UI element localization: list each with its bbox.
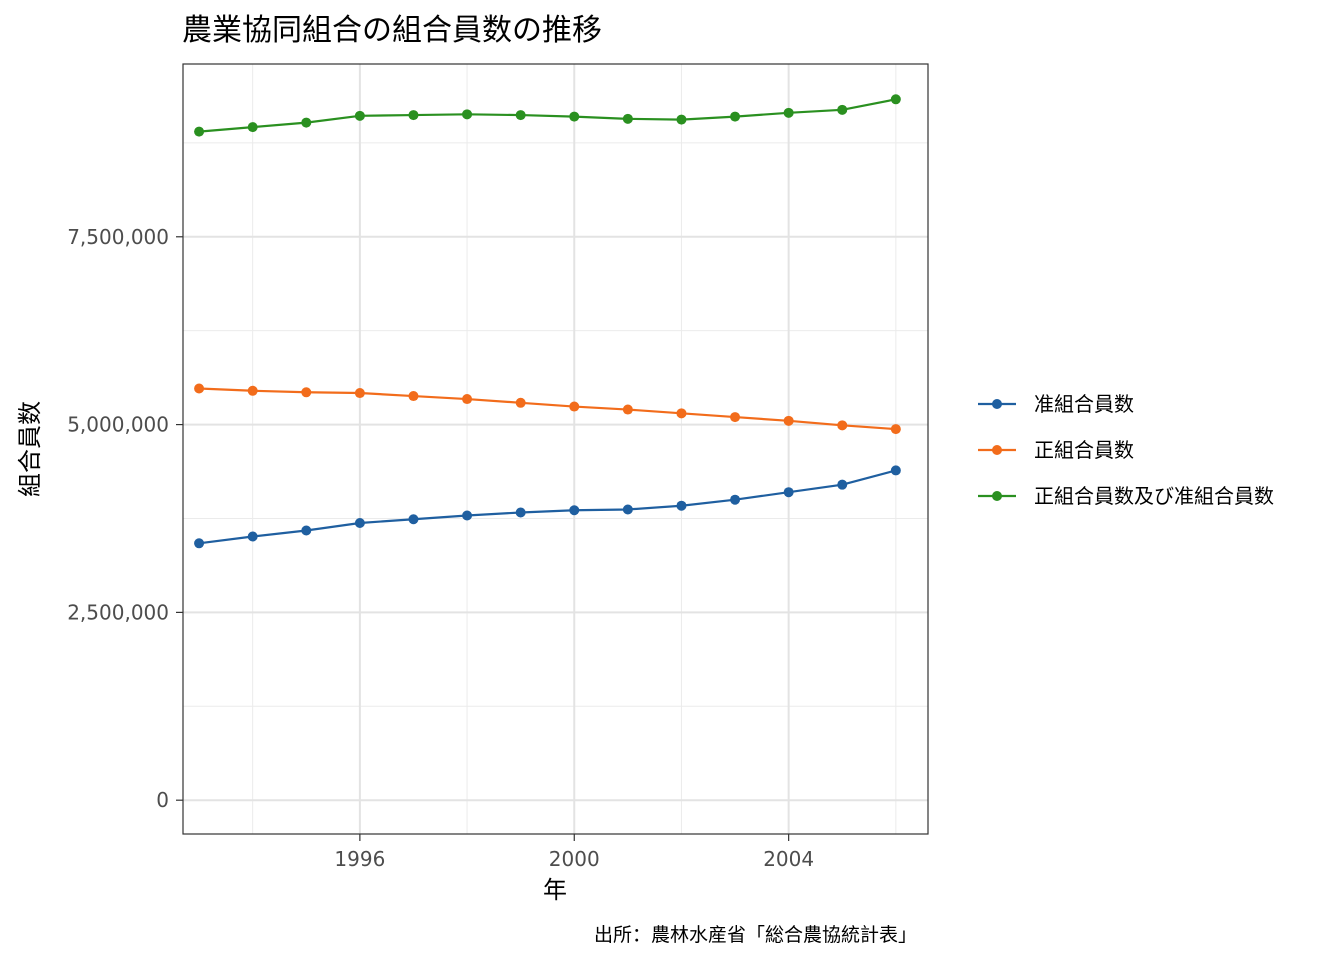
data-point [783,415,794,426]
minor-gridlines [183,64,928,834]
y-tick-label: 0 [156,788,169,812]
legend-item: 准組合員数 [978,392,1134,416]
data-point [247,122,258,133]
data-point [622,404,633,415]
data-point [622,113,633,124]
x-tick-label: 2004 [763,847,814,871]
series-1 [194,465,901,549]
data-point [890,465,901,476]
data-point [837,104,848,115]
data-point [354,110,365,121]
data-point [194,126,205,137]
legend-item: 正組合員数及び准組合員数 [978,484,1274,508]
series-3 [194,94,901,137]
data-point [515,507,526,518]
data-point [301,387,312,398]
data-point [837,420,848,431]
legend-item: 正組合員数 [978,438,1134,462]
y-tick-label: 2,500,000 [67,600,169,624]
data-point [462,109,473,120]
data-point [247,531,258,542]
data-point [462,394,473,405]
data-point [354,517,365,528]
data-point [783,107,794,118]
plot-panel [182,63,929,835]
data-point [194,383,205,394]
series-layer [194,94,901,549]
data-point [569,401,580,412]
x-tick-label: 2000 [549,847,600,871]
x-axis-title: 年 [543,876,567,904]
chart-title: 農業協同組合の組合員数の推移 [182,13,602,48]
x-axis: 1996 2000 2004 [334,834,814,871]
legend-key-point [992,491,1002,501]
data-point [462,510,473,521]
chart-caption: 出所：農林水産省「総合農協統計表」 [594,924,917,946]
data-point [622,504,633,515]
data-point [676,114,687,125]
data-point [515,110,526,121]
data-point [730,412,741,423]
data-point [408,391,419,402]
series-line [198,98,897,133]
series-line [198,469,897,545]
data-point [569,111,580,122]
panel-border [182,63,929,835]
data-point [569,505,580,516]
data-point [194,538,205,549]
data-point [408,110,419,121]
data-point [730,494,741,505]
legend-label: 准組合員数 [1034,392,1134,416]
major-gridlines [183,64,928,834]
data-point [301,525,312,536]
data-point [890,94,901,105]
legend-label: 正組合員数 [1034,438,1134,462]
data-point [890,424,901,435]
data-point [676,408,687,419]
data-point [354,388,365,399]
panel-background [183,64,928,834]
y-axis: 0 2,500,000 5,000,000 7,500,000 [67,225,183,812]
data-point [730,111,741,122]
x-tick-label: 1996 [334,847,385,871]
legend-key-point [992,399,1002,409]
legend-label: 正組合員数及び准組合員数 [1034,484,1274,508]
data-point [247,385,258,396]
data-point [837,479,848,490]
y-tick-label: 7,500,000 [67,225,169,249]
y-axis-title: 組合員数 [16,401,44,497]
y-tick-label: 5,000,000 [67,413,169,437]
data-point [408,514,419,525]
data-point [301,117,312,128]
legend-key-point [992,445,1002,455]
series-line [199,387,896,431]
series-2 [194,383,901,435]
data-point [783,487,794,498]
data-point [515,397,526,408]
data-point [676,500,687,511]
